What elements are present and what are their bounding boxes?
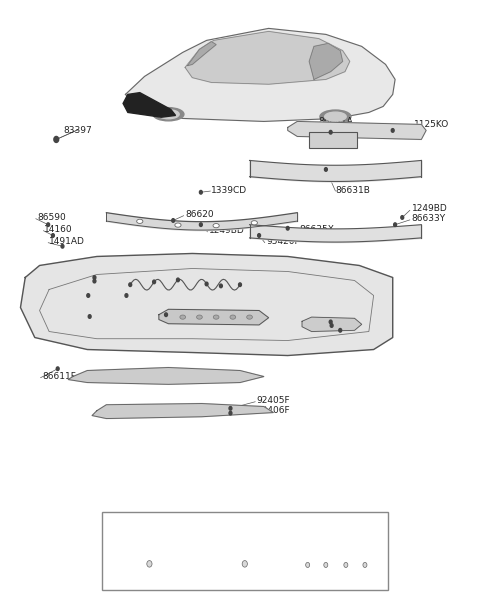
Text: 86611A: 86611A [80,309,115,318]
Text: 1125KB: 1125KB [350,331,384,340]
Circle shape [51,234,54,237]
Circle shape [56,367,59,370]
Circle shape [344,563,348,567]
Polygon shape [302,317,362,332]
Polygon shape [309,43,343,80]
Circle shape [129,283,132,286]
Text: 1221AG: 1221AG [224,524,265,534]
Text: 86633Y: 86633Y [412,214,446,223]
Text: 14160: 14160 [44,225,73,234]
Circle shape [329,320,332,324]
Circle shape [324,563,328,567]
Circle shape [219,284,222,288]
Ellipse shape [175,223,181,227]
FancyBboxPatch shape [102,511,388,590]
Text: 86635X: 86635X [300,225,335,234]
Polygon shape [68,367,264,384]
Text: 86590: 86590 [37,213,66,222]
Text: 92405F: 92405F [257,396,290,405]
Polygon shape [185,31,350,84]
Circle shape [199,191,202,194]
Circle shape [61,244,64,248]
Circle shape [229,406,232,410]
Ellipse shape [137,219,143,224]
Circle shape [165,313,168,317]
Text: 1249BD: 1249BD [412,204,447,213]
Circle shape [125,294,128,297]
Circle shape [55,137,58,141]
Circle shape [88,315,91,318]
Text: 1335AA: 1335AA [118,290,154,299]
Text: 86620: 86620 [185,210,214,219]
Ellipse shape [251,221,257,225]
Circle shape [329,130,332,134]
Circle shape [47,223,49,227]
Ellipse shape [153,107,184,121]
Ellipse shape [320,110,351,123]
Circle shape [401,216,404,219]
Text: 1339CD: 1339CD [211,186,248,195]
Circle shape [239,283,241,286]
Text: 1244FE: 1244FE [85,278,118,287]
Text: 83397: 83397 [63,126,92,135]
Text: 86611F: 86611F [42,372,76,381]
Text: 85744: 85744 [152,303,180,312]
Text: 12492: 12492 [133,524,166,534]
Ellipse shape [157,110,179,119]
Text: 86631B: 86631B [336,186,370,195]
Ellipse shape [324,112,346,121]
Circle shape [147,561,152,567]
Text: 86613H: 86613H [340,312,376,321]
Circle shape [229,411,232,415]
Text: 86614F: 86614F [340,321,374,330]
Polygon shape [123,93,176,117]
FancyBboxPatch shape [309,131,357,148]
Ellipse shape [197,315,202,319]
Polygon shape [288,121,426,139]
Ellipse shape [230,315,236,319]
Circle shape [54,136,59,142]
Text: 1249GB: 1249GB [78,290,114,299]
Polygon shape [92,403,274,418]
Circle shape [205,282,208,286]
Ellipse shape [180,315,186,319]
Polygon shape [188,42,216,66]
Circle shape [258,234,261,237]
Circle shape [339,329,342,332]
Circle shape [153,280,156,283]
Circle shape [172,219,175,223]
Ellipse shape [213,315,219,319]
Circle shape [93,276,96,279]
Circle shape [306,563,310,567]
Circle shape [93,279,96,283]
Circle shape [177,278,180,282]
Text: 1244BJ: 1244BJ [85,268,116,277]
Text: 1125KO: 1125KO [414,120,449,129]
Circle shape [324,168,327,171]
Ellipse shape [213,224,219,228]
Text: 1249BD: 1249BD [209,226,245,235]
Circle shape [391,128,394,132]
Circle shape [199,223,202,227]
Polygon shape [125,28,395,121]
Circle shape [87,294,90,297]
Circle shape [242,561,247,567]
Text: 91920C: 91920C [230,276,265,285]
Circle shape [394,223,396,227]
Polygon shape [21,253,393,356]
Text: 92406F: 92406F [257,406,290,415]
Text: 86641A: 86641A [319,117,353,126]
Circle shape [286,227,289,230]
Text: 86920C: 86920C [320,524,360,534]
Circle shape [363,563,367,567]
Ellipse shape [247,315,252,319]
Polygon shape [159,309,269,325]
Text: 1491AD: 1491AD [49,237,85,246]
Circle shape [330,324,333,327]
Text: 95420F: 95420F [266,237,300,246]
Text: 86642A: 86642A [319,127,353,136]
